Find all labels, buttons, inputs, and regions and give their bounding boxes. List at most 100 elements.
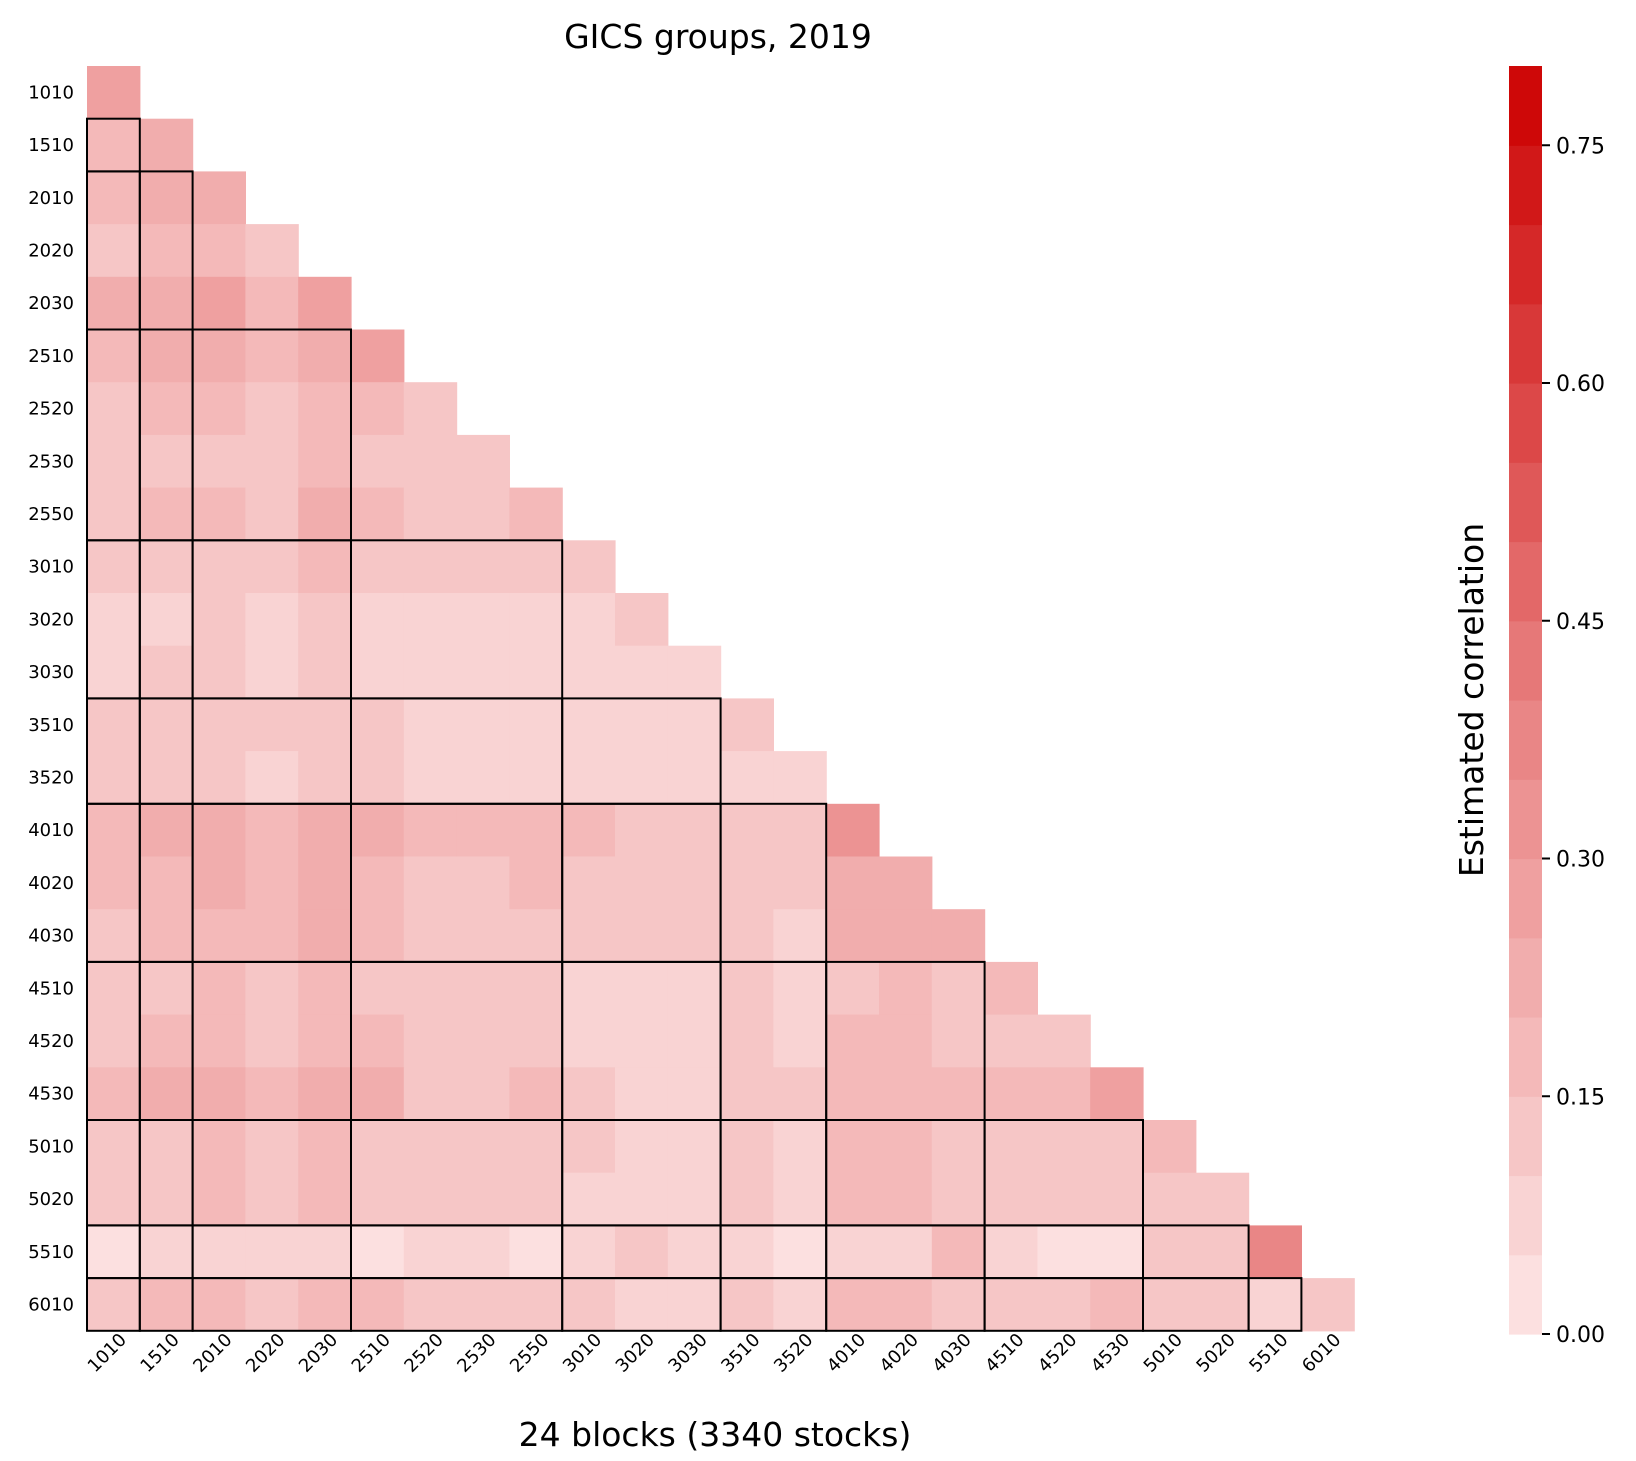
y-tick-label: 1510 (28, 135, 74, 156)
heatmap-cell (351, 1172, 405, 1226)
heatmap-cell (773, 1225, 827, 1279)
heatmap-cell (562, 593, 616, 647)
heatmap-cell (720, 803, 774, 858)
heatmap-cell (87, 961, 141, 1016)
heatmap-cell (139, 487, 194, 541)
heatmap-cell (667, 1172, 722, 1226)
heatmap-cell (139, 276, 194, 331)
heatmap-cell (139, 329, 194, 383)
heatmap-cell (562, 1172, 616, 1226)
heatmap-cell (773, 751, 827, 805)
heatmap-cell (403, 698, 458, 752)
heatmap-cell (192, 276, 246, 331)
heatmap-cell (826, 1278, 880, 1332)
heatmap-cell (615, 645, 669, 699)
heatmap-cell (456, 434, 510, 489)
heatmap-cell (509, 1172, 563, 1226)
heatmap-cell (879, 1225, 933, 1279)
heatmap-cell (87, 803, 141, 858)
heatmap-cell (245, 961, 299, 1016)
heatmap-cell (139, 856, 194, 910)
heatmap-cell (456, 751, 510, 805)
heatmap-cell (192, 382, 246, 436)
heatmap-cell (192, 224, 246, 278)
heatmap-cell (192, 1278, 246, 1332)
colorbar-segment (1509, 1096, 1542, 1177)
colorbar-segment (1509, 224, 1542, 305)
x-tick-label: 2030 (295, 1329, 342, 1376)
heatmap-cell (720, 698, 774, 752)
heatmap-cell (192, 909, 246, 963)
heatmap-cell (509, 856, 563, 910)
heatmap-cell (562, 698, 616, 752)
heatmap-cell (879, 1014, 933, 1068)
x-tick-label: 1510 (136, 1329, 183, 1376)
heatmap-cell (826, 961, 880, 1016)
heatmap-cell (667, 1014, 722, 1068)
heatmap-cell (1195, 1172, 1250, 1226)
heatmap-cell (720, 1278, 774, 1332)
heatmap-cell (826, 1120, 880, 1174)
heatmap-cell (298, 1225, 352, 1279)
heatmap-cell (509, 487, 563, 541)
x-tick-label: 4020 (876, 1329, 923, 1376)
heatmap-cell (87, 540, 141, 594)
heatmap-cell (192, 171, 246, 225)
x-tick-label: 4520 (1034, 1329, 1081, 1376)
heatmap-cell (351, 1014, 405, 1068)
heatmap-cell (931, 961, 986, 1016)
y-tick-label: 5020 (28, 1189, 74, 1210)
heatmap-cell (562, 1225, 616, 1279)
heatmap-cell (298, 434, 352, 489)
heatmap-cell (562, 1120, 616, 1174)
heatmap-cell (298, 856, 352, 910)
heatmap-cell (87, 1067, 141, 1121)
heatmap-cell (245, 1014, 299, 1068)
heatmap-cell (351, 1278, 405, 1332)
heatmap-cell (509, 961, 563, 1016)
heatmap-cell (456, 1067, 510, 1121)
heatmap-cell (509, 540, 563, 594)
heatmap-cell (298, 593, 352, 647)
colorbar-segment (1509, 620, 1542, 701)
y-tick-label: 3030 (28, 662, 74, 683)
heatmap-cell (245, 1067, 299, 1121)
heatmap-cell (139, 118, 194, 172)
heatmap-cell (87, 276, 141, 331)
heatmap-cell (139, 961, 194, 1016)
heatmap-cell (879, 856, 933, 910)
heatmap-cell (245, 434, 299, 489)
heatmap-cell (615, 1067, 669, 1121)
heatmap-cell (403, 382, 458, 436)
heatmap-cell (87, 66, 141, 120)
y-tick-label: 2020 (28, 240, 74, 261)
heatmap-cell (192, 1014, 246, 1068)
heatmap-cell (245, 382, 299, 436)
heatmap-cell (773, 1067, 827, 1121)
heatmap-cell (403, 1225, 458, 1279)
heatmap-cell (351, 909, 405, 963)
y-tick-label: 2510 (28, 346, 74, 367)
colorbar-tick-label: 0.30 (1556, 848, 1605, 873)
heatmap-cell (562, 803, 616, 858)
heatmap-cell (1037, 1278, 1091, 1332)
colorbar-segment (1509, 937, 1542, 1018)
heatmap-cell (826, 856, 880, 910)
heatmap-cell (351, 645, 405, 699)
x-tick-label: 3010 (559, 1329, 606, 1376)
heatmap-cell (87, 382, 141, 436)
y-tick-label: 4030 (28, 926, 74, 947)
heatmap-cell (667, 803, 722, 858)
heatmap-cell (87, 1014, 141, 1068)
heatmap-cell (456, 593, 510, 647)
heatmap-cell (139, 1225, 194, 1279)
colorbar-tick-label: 0.60 (1556, 372, 1605, 397)
heatmap-cell (826, 1067, 880, 1121)
heatmap-cell (720, 1014, 774, 1068)
heatmap-cell (192, 593, 246, 647)
heatmap-cell (509, 1278, 563, 1332)
colorbar-segment (1509, 779, 1542, 860)
heatmap-cell (298, 803, 352, 858)
heatmap-cell (509, 645, 563, 699)
